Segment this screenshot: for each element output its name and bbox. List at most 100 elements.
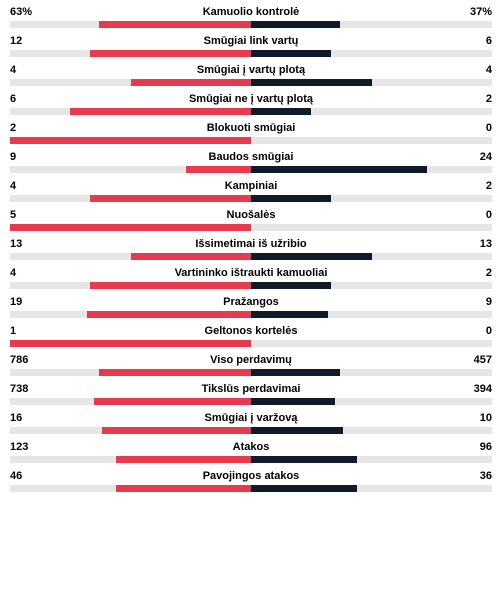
- stat-right-value: 4: [462, 64, 492, 76]
- stat-label: Smūgiai į vartų plotą: [40, 64, 462, 76]
- stat-row: 786Viso perdavimų457: [10, 354, 492, 376]
- stat-bar-track: [10, 21, 492, 28]
- bar-right-half: [251, 166, 492, 173]
- bar-right-fill: [251, 108, 311, 115]
- stat-label: Smūgiai link vartų: [40, 35, 462, 47]
- stat-row: 4Vartininko ištraukti kamuoliai2: [10, 267, 492, 289]
- bar-left-half: [10, 398, 251, 405]
- stat-bar-track: [10, 427, 492, 434]
- stat-header: 4Smūgiai į vartų plotą4: [10, 64, 492, 76]
- stat-label: Išsimetimai iš užribio: [40, 238, 462, 250]
- stat-left-value: 123: [10, 441, 40, 453]
- bar-left-fill: [131, 253, 252, 260]
- stat-label: Geltonos kortelės: [40, 325, 462, 337]
- bar-left-half: [10, 137, 251, 144]
- stat-bar-track: [10, 224, 492, 231]
- bar-right-half: [251, 79, 492, 86]
- stat-left-value: 6: [10, 93, 40, 105]
- bar-right-half: [251, 456, 492, 463]
- stat-left-value: 5: [10, 209, 40, 221]
- bar-right-half: [251, 253, 492, 260]
- stat-bar-track: [10, 485, 492, 492]
- bar-left-fill: [10, 224, 251, 231]
- stat-row: 1Geltonos kortelės0: [10, 325, 492, 347]
- bar-left-fill: [102, 427, 251, 434]
- stat-bar-track: [10, 166, 492, 173]
- bar-left-half: [10, 195, 251, 202]
- stat-right-value: 0: [462, 122, 492, 134]
- stat-row: 12Smūgiai link vartų6: [10, 35, 492, 57]
- stat-right-value: 0: [462, 325, 492, 337]
- stat-row: 16Smūgiai į varžovą10: [10, 412, 492, 434]
- bar-left-fill: [70, 108, 251, 115]
- bar-right-fill: [251, 369, 340, 376]
- stat-left-value: 19: [10, 296, 40, 308]
- bar-right-half: [251, 485, 492, 492]
- stat-row: 13Išsimetimai iš užribio13: [10, 238, 492, 260]
- bar-right-fill: [251, 398, 335, 405]
- stat-bar-track: [10, 195, 492, 202]
- stat-right-value: 2: [462, 180, 492, 192]
- stat-label: Vartininko ištraukti kamuoliai: [40, 267, 462, 279]
- bar-right-fill: [251, 166, 427, 173]
- stat-bar-track: [10, 311, 492, 318]
- bar-left-half: [10, 50, 251, 57]
- bar-right-fill: [251, 485, 357, 492]
- stat-bar-track: [10, 108, 492, 115]
- bar-right-half: [251, 282, 492, 289]
- bar-left-half: [10, 282, 251, 289]
- bar-right-fill: [251, 21, 340, 28]
- stat-right-value: 9: [462, 296, 492, 308]
- stat-right-value: 6: [462, 35, 492, 47]
- bar-right-half: [251, 137, 492, 144]
- bar-left-fill: [99, 21, 251, 28]
- bar-left-half: [10, 311, 251, 318]
- stat-header: 6Smūgiai ne į vartų plotą2: [10, 93, 492, 105]
- bar-right-half: [251, 369, 492, 376]
- stat-row: 4Kampiniai2: [10, 180, 492, 202]
- stat-label: Baudos smūgiai: [40, 151, 462, 163]
- stat-label: Nuošalės: [40, 209, 462, 221]
- stat-header: 46Pavojingos atakos36: [10, 470, 492, 482]
- stat-right-value: 10: [462, 412, 492, 424]
- stat-left-value: 1: [10, 325, 40, 337]
- bar-left-fill: [90, 50, 251, 57]
- stat-header: 738Tikslūs perdavimai394: [10, 383, 492, 395]
- stat-row: 4Smūgiai į vartų plotą4: [10, 64, 492, 86]
- stat-right-value: 36: [462, 470, 492, 482]
- stat-left-value: 786: [10, 354, 40, 366]
- stat-header: 786Viso perdavimų457: [10, 354, 492, 366]
- stat-left-value: 13: [10, 238, 40, 250]
- stat-bar-track: [10, 79, 492, 86]
- bar-left-fill: [10, 340, 251, 347]
- stat-bar-track: [10, 456, 492, 463]
- stat-label: Blokuoti smūgiai: [40, 122, 462, 134]
- stat-label: Tikslūs perdavimai: [40, 383, 462, 395]
- bar-right-half: [251, 398, 492, 405]
- bar-right-half: [251, 195, 492, 202]
- stat-bar-track: [10, 137, 492, 144]
- bar-left-fill: [99, 369, 251, 376]
- bar-left-fill: [116, 456, 251, 463]
- stat-right-value: 13: [462, 238, 492, 250]
- stat-right-value: 37%: [462, 6, 492, 18]
- stat-label: Smūgiai į varžovą: [40, 412, 462, 424]
- stat-header: 4Kampiniai2: [10, 180, 492, 192]
- stat-header: 16Smūgiai į varžovą10: [10, 412, 492, 424]
- stat-header: 5Nuošalės0: [10, 209, 492, 221]
- bar-left-fill: [131, 79, 252, 86]
- bar-left-half: [10, 369, 251, 376]
- stat-row: 9Baudos smūgiai24: [10, 151, 492, 173]
- stat-row: 63%Kamuolio kontrolė37%: [10, 6, 492, 28]
- stat-right-value: 0: [462, 209, 492, 221]
- bar-right-half: [251, 311, 492, 318]
- stat-left-value: 2: [10, 122, 40, 134]
- stat-header: 2Blokuoti smūgiai0: [10, 122, 492, 134]
- bar-left-half: [10, 340, 251, 347]
- bar-right-fill: [251, 427, 343, 434]
- stat-header: 4Vartininko ištraukti kamuoliai2: [10, 267, 492, 279]
- stat-label: Atakos: [40, 441, 462, 453]
- bar-left-fill: [87, 311, 251, 318]
- stat-header: 63%Kamuolio kontrolė37%: [10, 6, 492, 18]
- stat-left-value: 12: [10, 35, 40, 47]
